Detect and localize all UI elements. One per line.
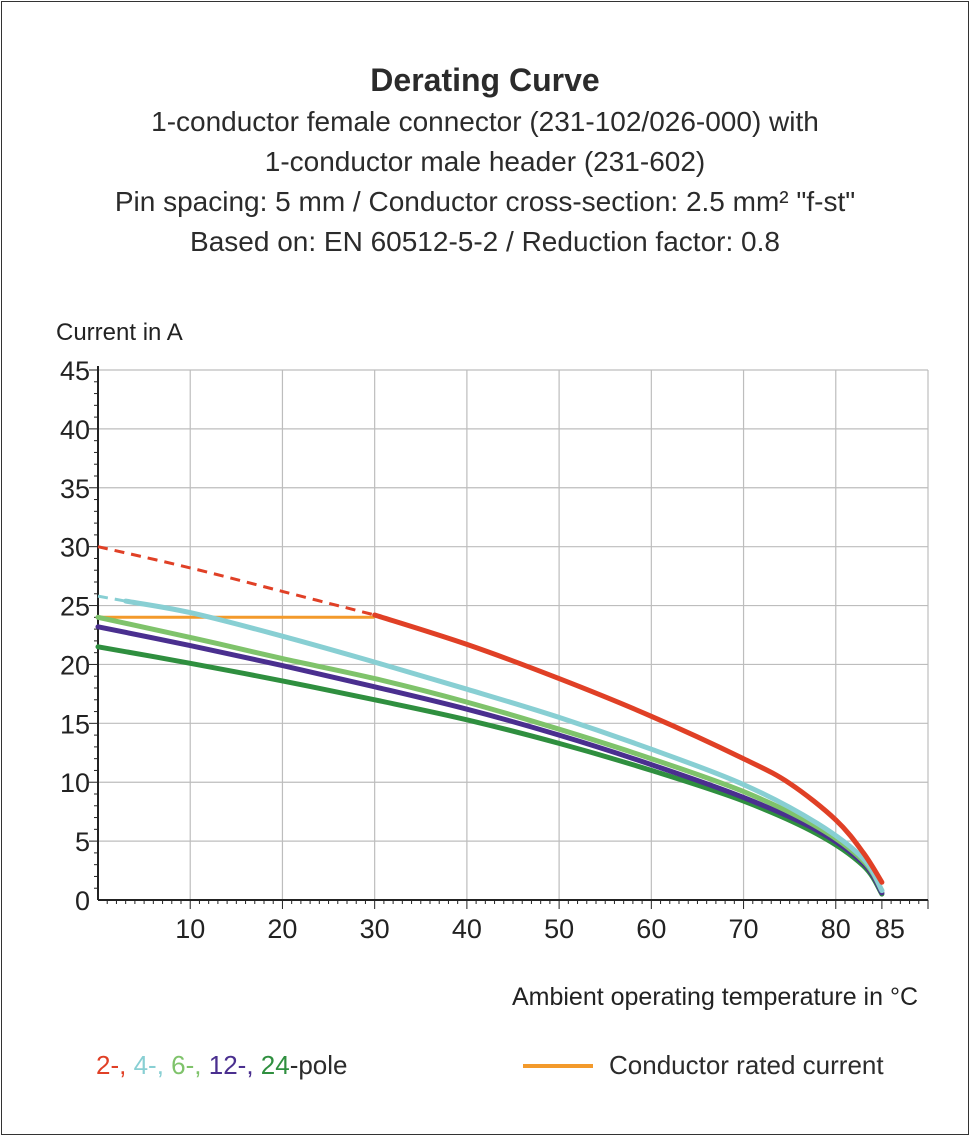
y-tick-label: 45 xyxy=(60,356,90,386)
subtitle-line-4: Based on: EN 60512-5-2 / Reduction facto… xyxy=(190,226,780,257)
x-tick-label: 40 xyxy=(452,914,482,944)
x-tick-label: 80 xyxy=(821,914,851,944)
legend-6-pole: 6- xyxy=(171,1050,195,1080)
legend-sep-3: , xyxy=(194,1050,209,1080)
pole-legend: 2-, 4-, 6-, 12-, 24-pole xyxy=(96,1050,348,1081)
rated-current-legend: Conductor rated current xyxy=(523,1050,884,1081)
y-tick-label: 15 xyxy=(60,709,90,739)
y-tick-label: 40 xyxy=(60,415,90,445)
rated-current-swatch xyxy=(523,1063,593,1068)
legend-sep-2: , xyxy=(156,1050,172,1080)
derating-chart: 0 5 10 15 20 25 30 35 40 45 10 20 30 40 50 60 70 80 85 Curr… xyxy=(56,319,929,1011)
series-layer xyxy=(95,545,885,897)
x-tick-label: 30 xyxy=(360,914,390,944)
x-tick-label: 70 xyxy=(729,914,759,944)
series-4-pole-line xyxy=(123,598,885,894)
x-tick-label: 20 xyxy=(267,914,297,944)
series-2-pole-dashed xyxy=(97,545,376,617)
x-axis-label: Ambient operating temperature in °C xyxy=(512,983,918,1011)
y-tick-label: 35 xyxy=(60,474,90,504)
legend-pole-suffix: -pole xyxy=(289,1050,348,1080)
rated-current-label: Conductor rated current xyxy=(609,1050,884,1080)
legend-sep-1: , xyxy=(119,1050,134,1080)
x-tick-label: 85 xyxy=(875,914,905,944)
series-24-pole-line xyxy=(95,644,885,897)
x-tick-label: 10 xyxy=(175,914,205,944)
legend-sep-4: , xyxy=(246,1050,261,1080)
legend-24-pole: 24 xyxy=(260,1050,290,1080)
subtitle-line-3: Pin spacing: 5 mm / Conductor cross-sect… xyxy=(114,186,856,217)
subtitle-line-2: 1-conductor male header (231-602) xyxy=(264,146,706,177)
y-tick-label: 25 xyxy=(60,592,90,622)
legend-2-pole: 2- xyxy=(96,1050,120,1080)
y-tick-label: 30 xyxy=(60,533,90,563)
y-tick-label: 0 xyxy=(75,886,90,916)
series-12-pole-line xyxy=(95,624,885,896)
y-tick-label: 5 xyxy=(75,827,90,857)
label-layer: 0 5 10 15 20 25 30 35 40 45 10 20 30 40 50 60 70 80 85 Curr… xyxy=(56,319,918,1011)
series-6-pole-line xyxy=(95,614,885,894)
series-2-pole-line xyxy=(372,612,885,885)
x-tick-label: 50 xyxy=(544,914,574,944)
chart-title: Derating Curve xyxy=(370,62,600,98)
axis-layer xyxy=(89,366,929,909)
subtitle-line-1: 1-conductor female connector (231-102/02… xyxy=(151,106,819,137)
y-axis-label: Current in A xyxy=(56,319,183,346)
legend-4-pole: 4- xyxy=(133,1050,157,1080)
series-4-pole-dashed xyxy=(97,594,126,603)
title-block: Derating Curve 1-conductor female connec… xyxy=(0,58,970,262)
y-tick-label: 20 xyxy=(60,650,90,680)
x-tick-label: 60 xyxy=(636,914,666,944)
legend-12-pole: 12- xyxy=(208,1050,247,1080)
y-tick-label: 10 xyxy=(60,768,90,798)
